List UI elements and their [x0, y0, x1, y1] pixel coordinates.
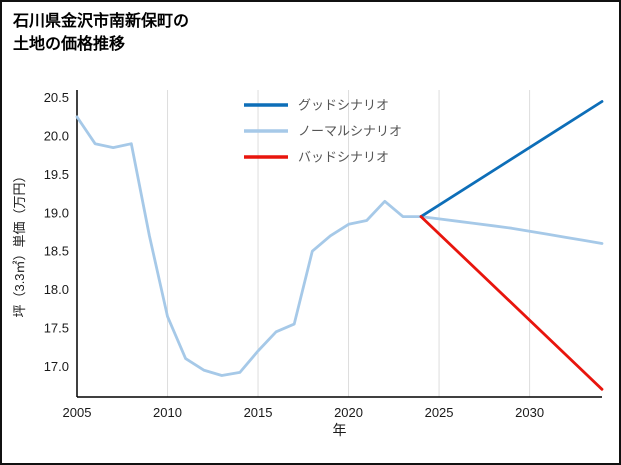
legend-label: グッドシナリオ [298, 98, 389, 113]
series-line-bad-projection [419, 215, 604, 391]
y-tick-label: 18.0 [44, 282, 69, 297]
y-tick-label: 19.5 [44, 167, 69, 182]
legend-label: バッドシナリオ [298, 150, 389, 165]
x-tick-label: 2005 [63, 405, 92, 420]
x-tick-label: 2010 [153, 405, 182, 420]
y-tick-label: 18.5 [44, 244, 69, 259]
x-tick-label: 2030 [515, 405, 544, 420]
y-tick-label: 19.0 [44, 205, 69, 220]
x-tick-label: 2015 [244, 405, 273, 420]
x-axis-title: 年 [333, 422, 347, 438]
series-line-historical-and-normal-projection [75, 115, 604, 377]
y-tick-label: 20.5 [44, 90, 69, 105]
y-axis-title: 坪（3.3㎡）単価（万円） [12, 169, 27, 317]
legend-label: ノーマルシナリオ [298, 124, 402, 139]
x-tick-label: 2020 [334, 405, 363, 420]
x-tick-label: 2025 [425, 405, 454, 420]
y-tick-label: 20.0 [44, 129, 69, 144]
chart-title: 石川県金沢市南新保町の 土地の価格推移 [13, 10, 189, 56]
series-line-good-projection [419, 100, 604, 219]
y-tick-label: 17.5 [44, 320, 69, 335]
chart-title-line1: 石川県金沢市南新保町の [13, 13, 190, 30]
y-tick-label: 17.0 [44, 359, 69, 374]
chart-title-line2: 土地の価格推移 [13, 36, 126, 54]
